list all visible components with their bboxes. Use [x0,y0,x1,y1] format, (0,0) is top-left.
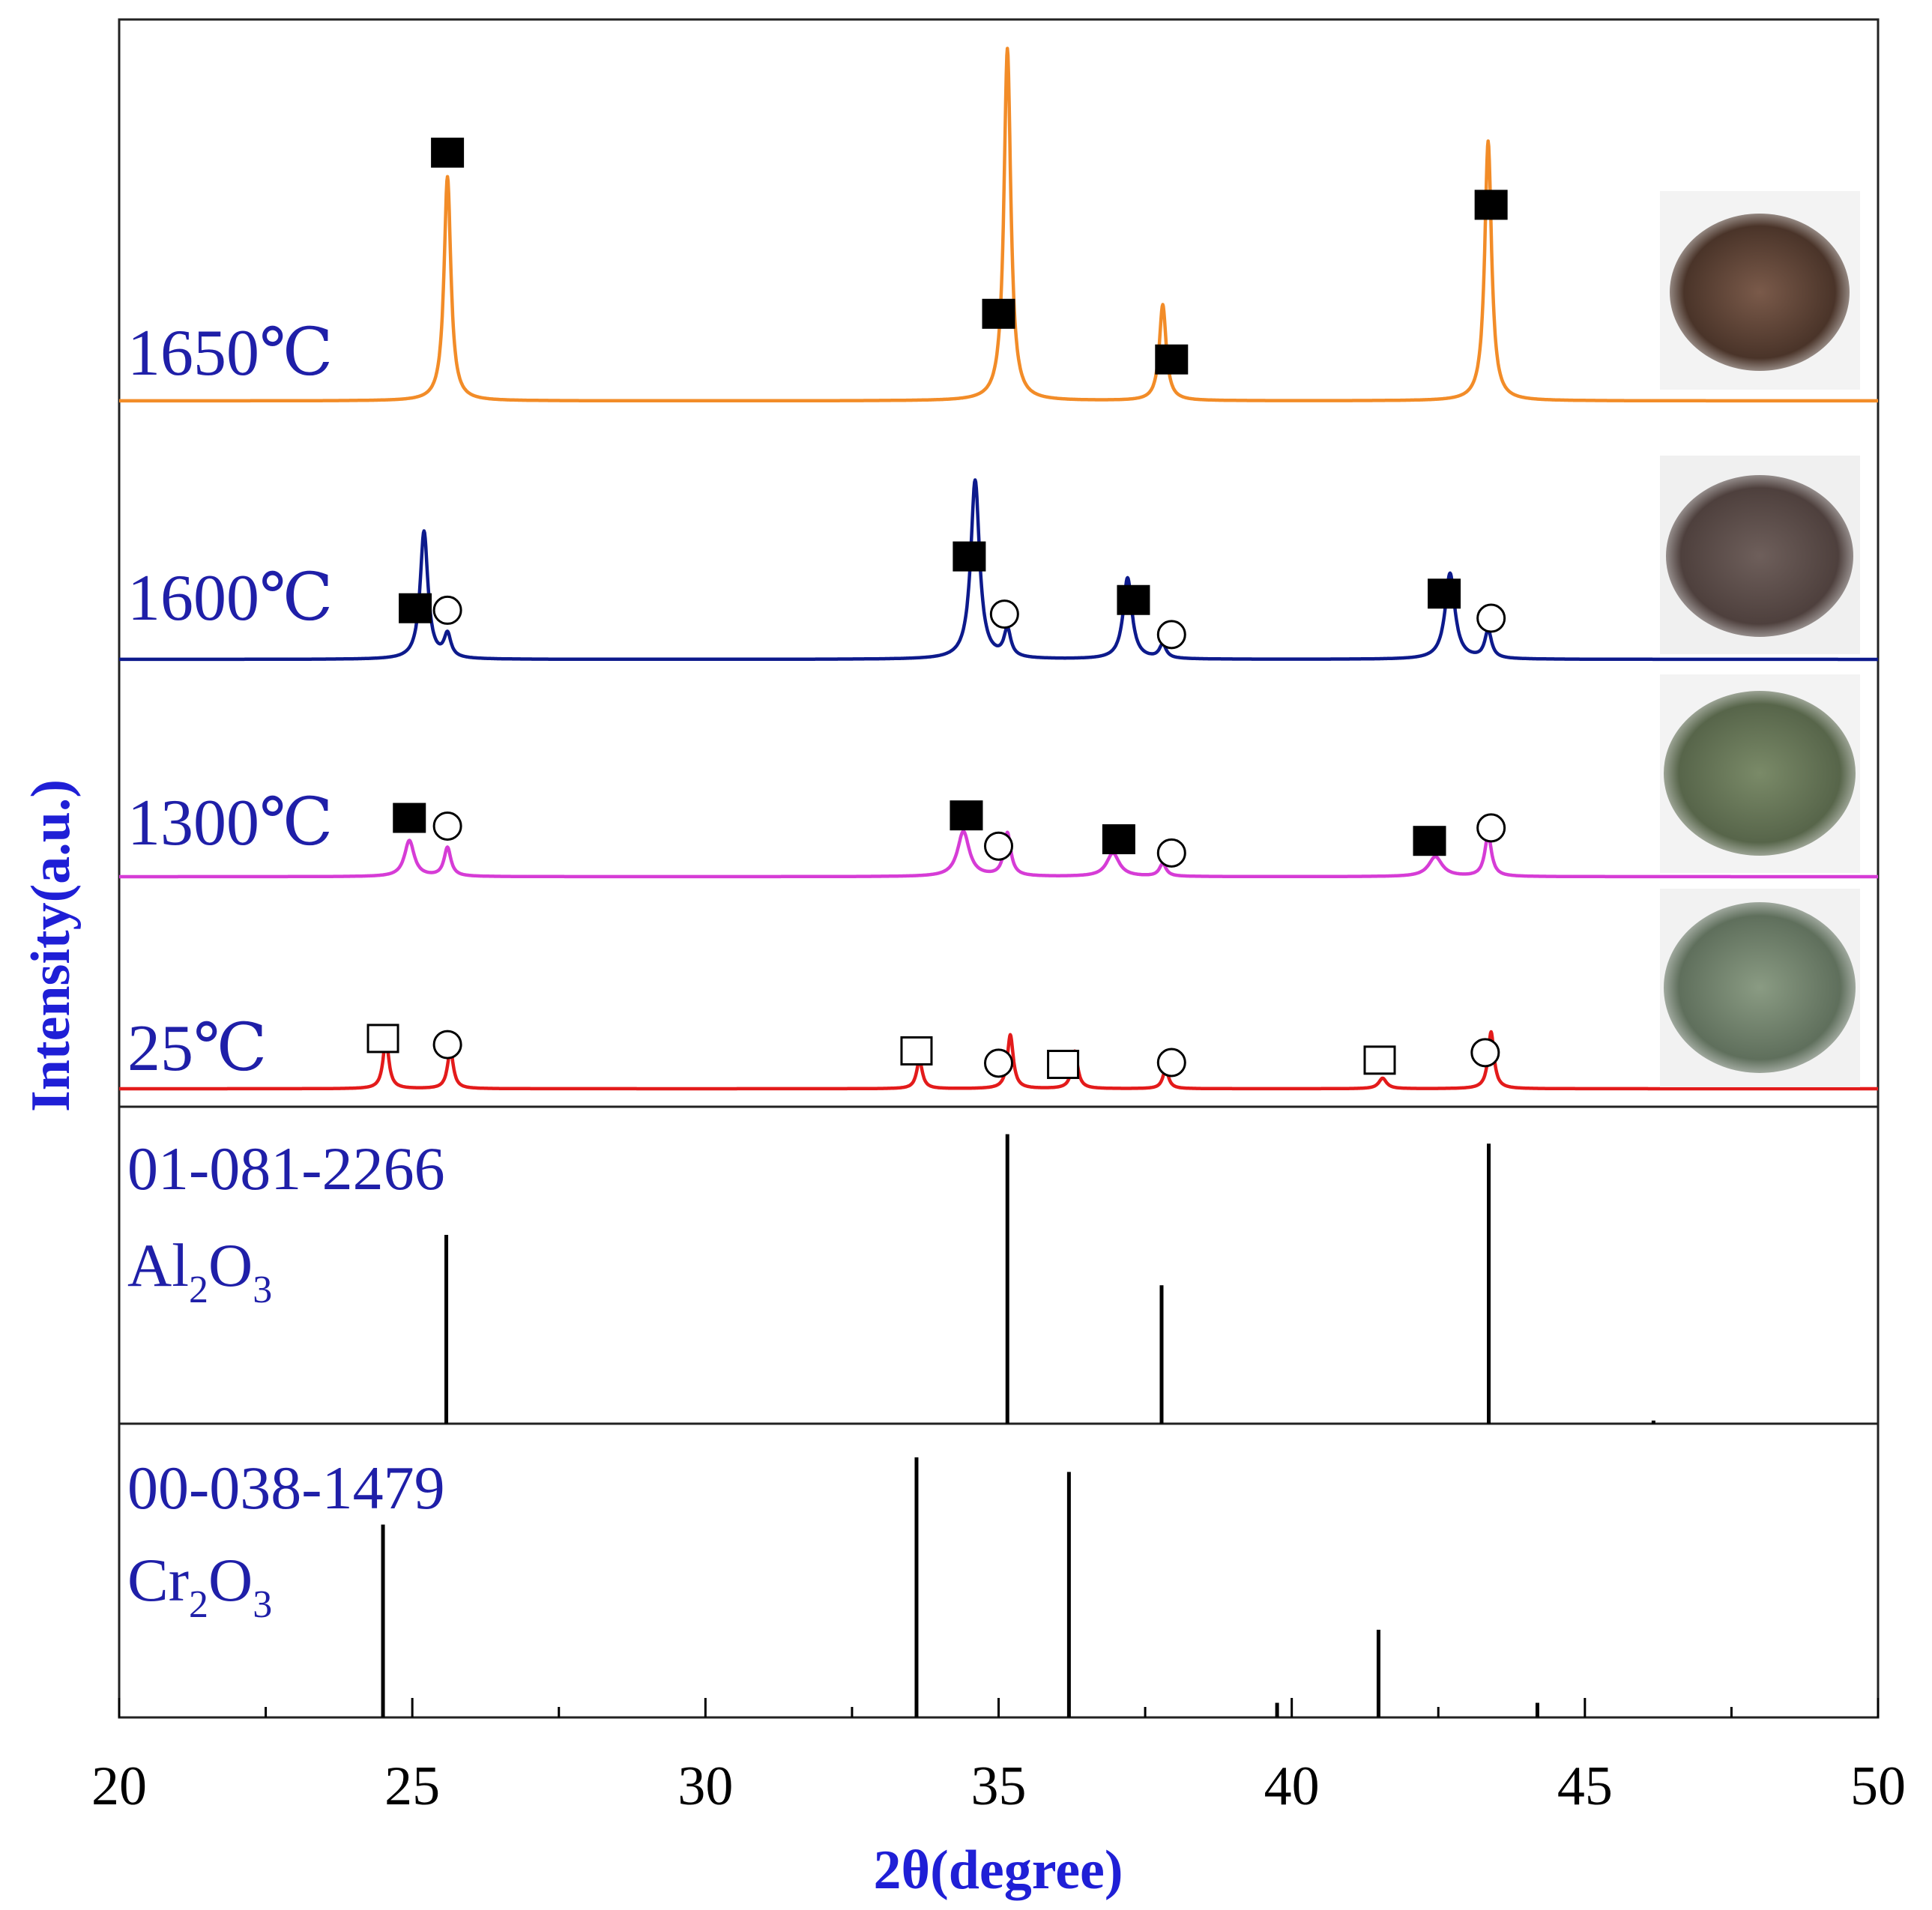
peak-marker-open-circle [432,1030,462,1060]
peak-marker-filled-square [399,593,432,623]
peak-marker-open-square [1363,1045,1396,1075]
x-tick-label: 35 [971,1756,1027,1817]
peak-marker-open-circle [1470,1038,1500,1068]
al2o3-formula-subscript-1: 2 [189,1269,208,1311]
cr2o3-formula-element-2: O [208,1546,253,1614]
x-axis-title: 2θ(degree) [873,1840,1123,1901]
series-label-25: 25℃ [127,1012,267,1085]
cr2o3-formula-subscript-1: 2 [189,1583,208,1626]
cr2o3-formula-element-1: Cr [127,1546,189,1614]
peak-marker-open-circle [1156,620,1186,650]
peak-marker-filled-square [982,298,1015,329]
peak-marker-filled-square [1474,190,1508,220]
peak-marker-open-square [366,1024,399,1054]
al2o3-formula-element-2: O [208,1231,253,1299]
peak-marker-filled-square [1428,578,1461,609]
peak-marker-open-circle [989,599,1019,629]
al2o3-formula: Al2O3 [127,1231,272,1311]
y-axis-title: Intensity(a.u.) [20,779,82,1112]
sample-photo-25 [1660,889,1860,1087]
cr2o3-formula-subscript-2: 3 [253,1583,272,1626]
peak-marker-filled-square [1102,824,1135,855]
peak-marker-open-square [1047,1049,1080,1079]
al2o3-card-number: 01-081-2266 [127,1134,445,1203]
x-tick-label: 25 [384,1756,440,1817]
series-label-1650: 1650℃ [127,317,333,390]
peak-marker-filled-square [1155,344,1189,375]
peak-marker-open-circle [1476,603,1506,633]
marker-layer [366,137,1508,1079]
peak-marker-filled-square [431,137,465,168]
peak-marker-open-circle [984,831,1013,861]
al2o3-formula-subscript-2: 3 [253,1269,272,1311]
x-tick-label: 20 [91,1756,147,1817]
peak-marker-open-circle [984,1048,1013,1078]
tick-layer: 20 25 30 35 40 45 50 [91,1698,1906,1817]
x-tick-label: 45 [1557,1756,1613,1817]
sample-photo-1600 [1660,456,1860,654]
x-tick-label: 50 [1850,1756,1906,1817]
x-tick-label: 30 [677,1756,733,1817]
cr2o3-card-number: 00-038-1479 [127,1454,445,1522]
sample-photo-1650 [1660,191,1860,390]
series-label-1300: 1300℃ [127,787,333,859]
peak-marker-filled-square [1413,826,1446,856]
peak-marker-filled-square [953,541,986,572]
series-layer [118,46,1880,1091]
peak-marker-open-circle [432,595,462,625]
peak-marker-open-square [900,1036,933,1066]
xrd-pattern-0 [118,46,1880,403]
peak-marker-open-circle [432,811,462,841]
xrd-pattern-3 [118,1030,1880,1091]
sample-photo-1300 [1660,674,1860,873]
x-tick-label: 40 [1264,1756,1320,1817]
stick-layer [381,1134,1655,1717]
top-panel-frame [118,18,1880,1108]
peak-marker-filled-square [393,803,426,833]
xrd-pattern-2 [118,829,1880,879]
xrd-pattern-1 [118,478,1880,662]
peak-marker-filled-square [950,800,983,831]
al2o3-formula-element-1: Al [127,1231,189,1299]
peak-marker-open-circle [1156,838,1186,868]
cr2o3-formula: Cr2O3 [127,1546,272,1626]
peak-marker-filled-square [1117,584,1150,615]
series-label-1600: 1600℃ [127,562,333,635]
peak-marker-open-circle [1476,813,1506,843]
peak-marker-open-circle [1156,1048,1186,1078]
